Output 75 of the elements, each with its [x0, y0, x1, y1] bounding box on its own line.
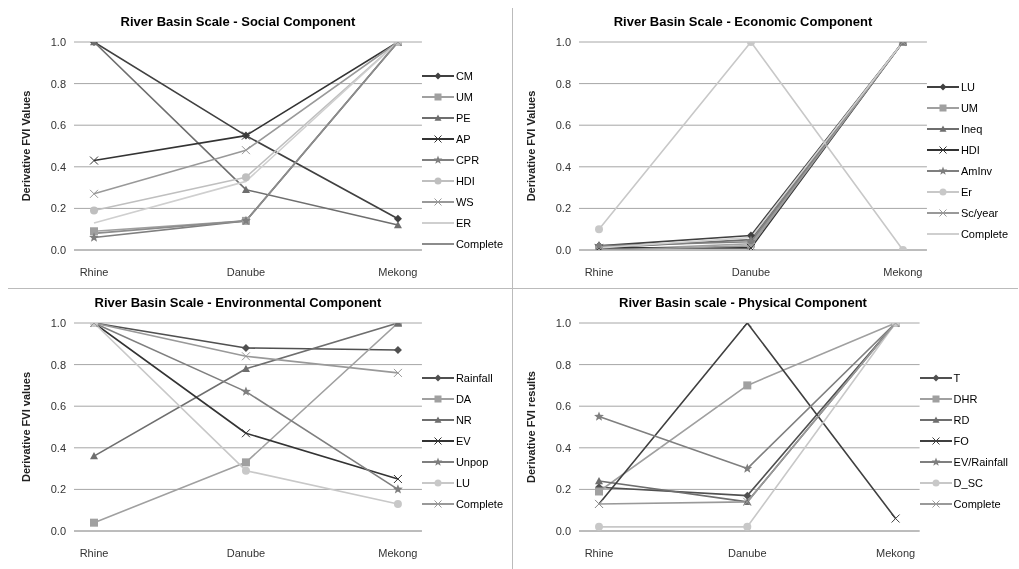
x-tick-label: Rhine: [584, 265, 614, 278]
y-axis-title: Derivative FVI results: [524, 371, 537, 483]
legend-label: FO: [953, 435, 969, 447]
y-tick-label: 0.6: [555, 400, 571, 413]
legend-label: Ineq: [960, 122, 983, 135]
x-tick-label: Danube: [731, 265, 771, 278]
legend-label: EV/Rainfall: [953, 456, 1008, 468]
x-tick-label: Danube: [226, 546, 266, 559]
x-tick-label: Danube: [728, 546, 767, 559]
legend-label: HDI: [455, 175, 475, 187]
legend-label: Sc/year: [960, 206, 999, 219]
chart-title: River Basin scale - Physical Component: [618, 294, 868, 312]
y-axis-title: Derivative FVI Values: [524, 90, 537, 202]
x-tick-label: Mekong: [378, 546, 418, 559]
chart-title: River Basin Scale - Social Component: [119, 13, 357, 31]
legend-label: Complete: [455, 238, 503, 250]
legend-label: AP: [455, 133, 471, 145]
legend-label: Unpop: [455, 456, 489, 468]
y-tick-label: 0.2: [555, 202, 571, 215]
legend-label: RD: [953, 414, 970, 426]
legend-label: HDI: [960, 143, 980, 156]
legend-label: AmInv: [960, 164, 993, 177]
legend-label: Complete: [960, 227, 1008, 240]
legend-label: Er: [960, 185, 972, 198]
y-tick-label: 0.2: [50, 202, 66, 215]
legend-label: T: [953, 372, 961, 384]
y-axis-title: Derivative FVI Values: [19, 90, 32, 202]
legend-label: CPR: [455, 154, 480, 166]
x-tick-label: Mekong: [876, 546, 916, 559]
y-tick-label: 0.8: [555, 77, 571, 90]
legend-label: NR: [455, 414, 472, 426]
x-tick-label: Mekong: [378, 265, 418, 278]
legend-label: DA: [455, 393, 472, 405]
chart-title: River Basin Scale - Environmental Component: [93, 294, 383, 312]
y-tick-label: 0.4: [50, 441, 66, 454]
y-tick-label: 1.0: [50, 35, 66, 48]
y-axis-title: Derivative FVI values: [19, 371, 32, 483]
legend-label: DHR: [953, 393, 978, 405]
y-tick-label: 1.0: [50, 316, 66, 329]
legend-label: UM: [960, 101, 979, 114]
y-tick-label: 0.2: [555, 483, 571, 496]
legend-label: LU: [455, 477, 470, 489]
legend-label: WS: [455, 196, 474, 208]
y-tick-label: 1.0: [555, 35, 571, 48]
y-tick-label: 0.0: [555, 243, 571, 256]
legend-label: ER: [455, 217, 472, 229]
y-tick-label: 0.8: [50, 77, 66, 90]
y-tick-label: 0.6: [50, 400, 66, 413]
y-tick-label: 0.0: [50, 243, 66, 256]
y-tick-label: 0.4: [555, 160, 571, 173]
legend-label: LU: [960, 80, 975, 93]
legend-label: Complete: [455, 498, 503, 510]
y-tick-label: 0.8: [555, 358, 571, 371]
y-tick-label: 1.0: [555, 316, 571, 329]
x-tick-label: Rhine: [79, 546, 109, 559]
x-tick-label: Mekong: [883, 265, 923, 278]
y-tick-label: 0.2: [50, 483, 66, 496]
legend-label: D_SC: [953, 477, 983, 489]
y-tick-label: 0.4: [50, 160, 66, 173]
y-tick-label: 0.0: [50, 524, 66, 537]
legend-label: Complete: [953, 498, 1001, 510]
y-tick-label: 0.6: [50, 119, 66, 132]
y-tick-label: 0.8: [50, 358, 66, 371]
legend-label: UM: [455, 91, 474, 103]
legend-label: CM: [455, 70, 474, 82]
legend-label: Rainfall: [455, 372, 493, 384]
x-tick-label: Danube: [226, 265, 266, 278]
y-tick-label: 0.6: [555, 119, 571, 132]
x-tick-label: Rhine: [79, 265, 109, 278]
legend-label: PE: [455, 112, 471, 124]
chart-title: River Basin Scale - Economic Component: [612, 13, 874, 31]
x-tick-label: Rhine: [584, 546, 614, 559]
y-tick-label: 0.4: [555, 441, 571, 454]
y-tick-label: 0.0: [555, 524, 571, 537]
legend-label: EV: [455, 435, 471, 447]
